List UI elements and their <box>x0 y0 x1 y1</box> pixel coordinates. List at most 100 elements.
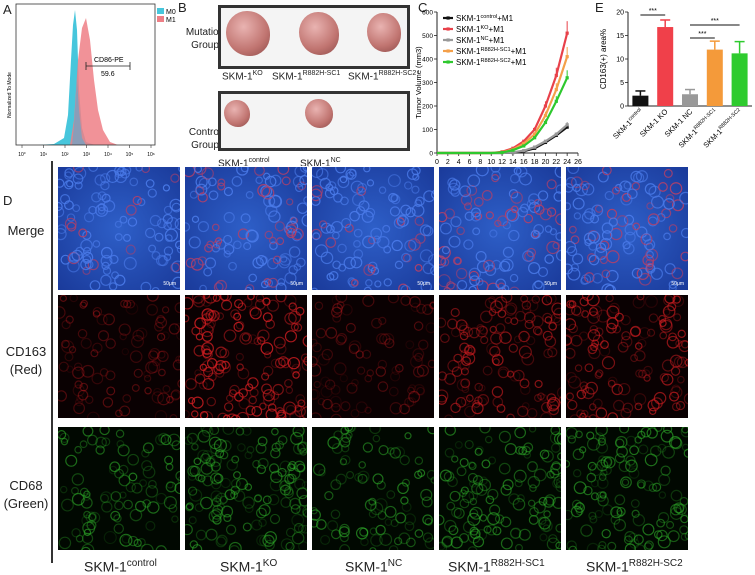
cell <box>171 260 180 274</box>
cell <box>608 217 618 227</box>
cell <box>409 296 421 308</box>
cell <box>155 316 168 329</box>
cell <box>277 167 290 175</box>
cell <box>661 373 674 386</box>
cell <box>64 168 75 178</box>
cell <box>601 269 611 279</box>
cell <box>341 432 352 444</box>
cell <box>408 384 417 393</box>
cell <box>223 402 234 412</box>
cell <box>441 246 451 255</box>
tile-texture <box>312 427 434 550</box>
cell <box>268 463 280 474</box>
cell <box>262 297 271 306</box>
cell <box>269 478 283 492</box>
cell <box>276 409 287 418</box>
cell <box>509 527 522 540</box>
cell <box>312 463 326 476</box>
cell <box>555 523 561 533</box>
e-significance-label: *** <box>711 18 719 25</box>
cell <box>203 295 217 304</box>
cell <box>657 512 670 524</box>
cell <box>82 521 96 535</box>
cell <box>556 433 561 445</box>
cell <box>446 281 455 290</box>
cell <box>618 460 631 473</box>
cell <box>668 284 677 290</box>
cell <box>65 454 78 467</box>
cell <box>126 299 136 309</box>
cell <box>570 235 580 245</box>
cell <box>583 485 593 496</box>
c-ytick-label: 0 <box>429 151 433 158</box>
cell <box>472 536 485 548</box>
cell <box>58 306 66 319</box>
cell <box>423 190 434 203</box>
cell <box>492 526 502 536</box>
cell <box>102 313 115 326</box>
cd163-tile <box>438 294 562 419</box>
cell <box>469 479 477 488</box>
cell <box>624 531 636 543</box>
cell <box>528 427 537 433</box>
cell <box>254 167 265 176</box>
cell <box>61 320 71 330</box>
cell <box>647 399 660 412</box>
cell <box>89 280 101 290</box>
cell <box>221 505 234 518</box>
cell <box>73 362 83 372</box>
cell <box>601 528 611 539</box>
cell <box>537 392 545 401</box>
cell <box>543 348 553 359</box>
cell <box>231 478 241 489</box>
e-bar-0 <box>632 95 649 106</box>
cell <box>623 181 632 190</box>
cell <box>128 472 138 482</box>
cell <box>370 266 380 275</box>
cell <box>141 167 151 174</box>
cell <box>197 221 210 233</box>
cell <box>243 242 252 251</box>
cell <box>351 279 359 287</box>
cell <box>297 524 307 534</box>
cell <box>675 503 687 516</box>
cell <box>127 535 139 547</box>
cell <box>324 491 334 501</box>
cell <box>628 532 639 543</box>
panel-a-xticks: 10° 10¹ 10² 10³ 10⁴ 10⁵ 10⁶ <box>18 145 155 158</box>
cell <box>404 397 415 408</box>
cell <box>610 506 623 519</box>
cell <box>165 463 174 471</box>
cell <box>398 532 411 545</box>
cell <box>474 447 483 456</box>
cell <box>297 441 307 452</box>
cell <box>533 199 542 208</box>
panel-label-c: C <box>418 0 428 15</box>
cell <box>91 372 104 385</box>
panel-a-xtick-label: 10⁶ <box>147 152 155 158</box>
c-xtick-label: 16 <box>520 159 528 166</box>
cell <box>353 239 361 248</box>
cell <box>504 304 517 316</box>
cell <box>417 339 429 351</box>
cell <box>87 259 99 271</box>
cell <box>495 278 507 290</box>
cell <box>404 432 412 440</box>
cell <box>414 216 425 226</box>
cell <box>215 346 227 358</box>
cell <box>292 427 305 437</box>
cell <box>357 182 368 193</box>
cell <box>518 345 532 359</box>
cell <box>318 220 328 229</box>
cell <box>671 199 684 212</box>
cell <box>296 202 307 214</box>
cell <box>341 303 353 316</box>
cell <box>240 167 249 173</box>
cell <box>185 378 197 390</box>
cell <box>589 515 598 524</box>
cell <box>199 411 209 418</box>
cell <box>226 459 239 471</box>
cell <box>80 258 92 271</box>
cell <box>590 492 600 501</box>
cell <box>223 329 237 343</box>
